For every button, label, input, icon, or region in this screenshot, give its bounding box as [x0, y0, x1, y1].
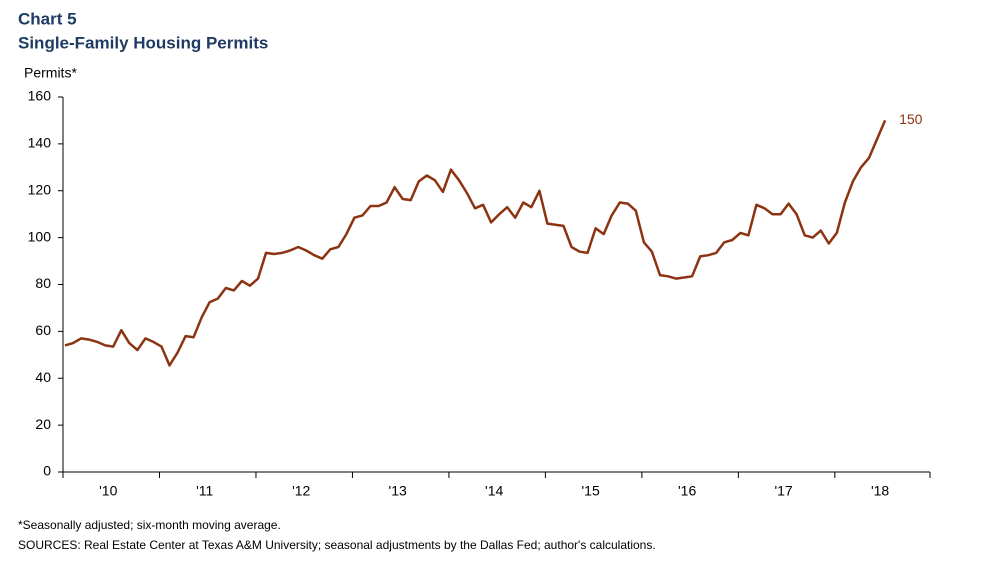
chart-subtitle: Single-Family Housing Permits: [18, 33, 268, 52]
y-tick-label: 140: [28, 135, 52, 151]
x-tick-label: '18: [871, 483, 889, 499]
source: SOURCES: Real Estate Center at Texas A&M…: [18, 538, 656, 552]
x-tick-label: '17: [774, 483, 792, 499]
y-tick-label: 60: [35, 322, 51, 338]
y-tick-label: 20: [35, 416, 51, 432]
data-label: 150: [899, 111, 923, 127]
y-axis-label: Permits*: [24, 65, 77, 81]
y-tick-label: 0: [43, 463, 51, 479]
y-tick-label: 100: [28, 228, 52, 244]
x-tick-label: '12: [292, 483, 310, 499]
chart-title: Chart 5: [18, 9, 77, 28]
x-tick-label: '16: [678, 483, 696, 499]
data-line: [64, 119, 887, 367]
x-tick-label: '13: [389, 483, 407, 499]
y-tick-label: 40: [35, 369, 51, 385]
y-tick-label: 160: [28, 88, 52, 104]
x-tick-label: '14: [485, 483, 503, 499]
y-tick-label: 80: [35, 275, 51, 291]
x-tick-label: '15: [582, 483, 600, 499]
y-tick-label: 120: [28, 181, 52, 197]
footnote: *Seasonally adjusted; six-month moving a…: [18, 518, 281, 532]
x-tick-label: '11: [196, 483, 213, 499]
x-tick-label: '10: [99, 483, 117, 499]
